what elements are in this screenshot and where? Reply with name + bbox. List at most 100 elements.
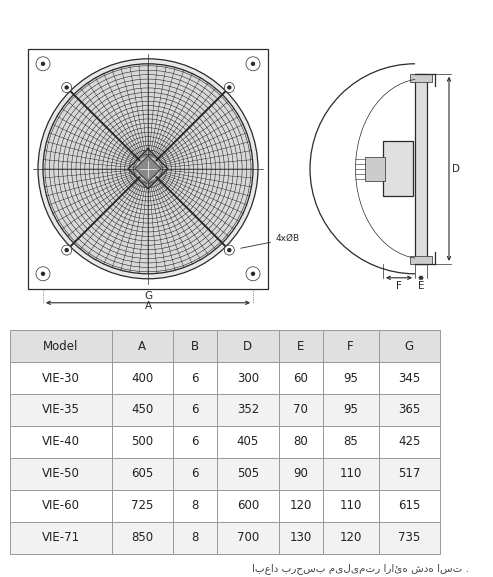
Text: 425: 425 bbox=[398, 436, 421, 448]
Text: A: A bbox=[144, 301, 151, 311]
Bar bbox=[323, 394, 379, 426]
Bar bbox=[365, 157, 385, 181]
Bar bbox=[323, 522, 379, 553]
Text: E: E bbox=[297, 340, 304, 353]
Text: A: A bbox=[139, 340, 146, 353]
Bar bbox=[111, 426, 173, 458]
Text: F: F bbox=[347, 340, 354, 353]
Text: 500: 500 bbox=[131, 436, 153, 448]
Bar bbox=[410, 74, 432, 82]
Bar bbox=[111, 394, 173, 426]
Circle shape bbox=[251, 272, 254, 275]
Text: 365: 365 bbox=[398, 403, 421, 417]
Text: 850: 850 bbox=[131, 531, 153, 544]
Text: 300: 300 bbox=[237, 372, 259, 384]
Text: 120: 120 bbox=[340, 531, 362, 544]
Text: 130: 130 bbox=[289, 531, 312, 544]
Text: 70: 70 bbox=[293, 403, 308, 417]
Bar bbox=[173, 330, 217, 362]
Text: 615: 615 bbox=[398, 499, 421, 512]
Bar bbox=[279, 330, 323, 362]
Text: 600: 600 bbox=[237, 499, 259, 512]
Text: 405: 405 bbox=[237, 436, 259, 448]
Bar bbox=[379, 330, 440, 362]
Bar bbox=[111, 362, 173, 394]
Circle shape bbox=[224, 83, 234, 92]
Text: VIE-30: VIE-30 bbox=[42, 372, 80, 384]
Circle shape bbox=[43, 64, 253, 274]
Text: 95: 95 bbox=[343, 372, 358, 384]
Bar bbox=[279, 522, 323, 553]
Bar bbox=[217, 458, 279, 490]
Bar bbox=[10, 362, 111, 394]
Bar bbox=[379, 362, 440, 394]
Text: ابعاد برحسب میلیمتر ارائه شده است .: ابعاد برحسب میلیمتر ارائه شده است . bbox=[252, 563, 469, 574]
Text: 4xØB: 4xØB bbox=[241, 234, 300, 248]
Text: 345: 345 bbox=[398, 372, 421, 384]
Bar bbox=[323, 490, 379, 522]
Bar bbox=[217, 330, 279, 362]
Text: 6: 6 bbox=[191, 467, 199, 480]
Text: VIE-35: VIE-35 bbox=[42, 403, 80, 417]
Text: 90: 90 bbox=[293, 467, 308, 480]
Bar bbox=[410, 256, 432, 264]
Text: B: B bbox=[191, 340, 199, 353]
Text: D: D bbox=[452, 164, 460, 174]
Bar bbox=[173, 426, 217, 458]
Bar bbox=[279, 362, 323, 394]
Bar bbox=[379, 394, 440, 426]
Bar bbox=[10, 394, 111, 426]
Bar bbox=[173, 394, 217, 426]
Bar bbox=[173, 362, 217, 394]
Circle shape bbox=[65, 86, 68, 89]
Bar bbox=[279, 394, 323, 426]
Text: 85: 85 bbox=[343, 436, 358, 448]
Bar bbox=[323, 362, 379, 394]
Bar bbox=[379, 458, 440, 490]
Text: 6: 6 bbox=[191, 403, 199, 417]
Text: 60: 60 bbox=[293, 372, 308, 384]
Bar bbox=[173, 458, 217, 490]
Polygon shape bbox=[135, 156, 161, 182]
Bar bbox=[10, 330, 111, 362]
Bar bbox=[111, 490, 173, 522]
Circle shape bbox=[65, 249, 68, 252]
Bar bbox=[217, 362, 279, 394]
Bar bbox=[10, 522, 111, 553]
Bar bbox=[323, 458, 379, 490]
Bar bbox=[323, 426, 379, 458]
Circle shape bbox=[62, 245, 71, 255]
Bar bbox=[10, 458, 111, 490]
Text: 120: 120 bbox=[289, 499, 312, 512]
Text: 517: 517 bbox=[398, 467, 421, 480]
Bar bbox=[173, 522, 217, 553]
Text: VIE-60: VIE-60 bbox=[42, 499, 80, 512]
Text: 95: 95 bbox=[343, 403, 358, 417]
Circle shape bbox=[246, 267, 260, 281]
Text: G: G bbox=[144, 291, 152, 301]
Bar bbox=[383, 141, 413, 196]
Bar bbox=[111, 522, 173, 553]
Circle shape bbox=[36, 267, 50, 281]
Text: VIE-40: VIE-40 bbox=[42, 436, 80, 448]
Bar bbox=[173, 490, 217, 522]
Bar bbox=[10, 426, 111, 458]
Bar bbox=[28, 49, 268, 289]
Bar bbox=[279, 458, 323, 490]
Circle shape bbox=[246, 57, 260, 71]
Text: 505: 505 bbox=[237, 467, 259, 480]
Circle shape bbox=[224, 245, 234, 255]
Circle shape bbox=[62, 83, 71, 92]
Circle shape bbox=[228, 249, 231, 252]
Bar bbox=[379, 522, 440, 553]
Bar bbox=[217, 394, 279, 426]
Text: 110: 110 bbox=[340, 499, 362, 512]
Text: 352: 352 bbox=[237, 403, 259, 417]
Circle shape bbox=[38, 59, 258, 279]
Text: 6: 6 bbox=[191, 436, 199, 448]
Bar bbox=[217, 426, 279, 458]
Bar bbox=[111, 458, 173, 490]
Text: VIE-71: VIE-71 bbox=[42, 531, 80, 544]
Circle shape bbox=[251, 62, 254, 65]
Text: F: F bbox=[396, 281, 402, 291]
